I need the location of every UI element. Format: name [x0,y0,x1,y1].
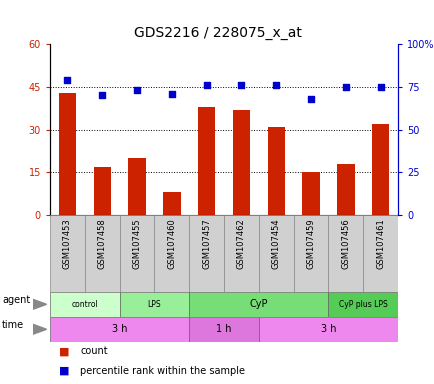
Bar [50,317,189,342]
Bar [154,215,189,292]
Bar [258,317,397,342]
Polygon shape [33,324,46,334]
Bar [258,215,293,292]
Point [203,82,210,88]
Text: LPS: LPS [147,300,161,309]
Bar [362,215,397,292]
Text: GSM107454: GSM107454 [271,218,280,269]
Bar [328,292,397,317]
Point [272,82,279,88]
Point [64,77,71,83]
Point [237,82,244,88]
Text: GSM107456: GSM107456 [341,218,349,269]
Bar [232,110,250,215]
Bar [293,215,328,292]
Bar [50,292,119,317]
Text: GSM107460: GSM107460 [167,218,176,269]
Point [342,84,349,90]
Bar [93,167,111,215]
Bar [189,292,328,317]
Text: GDS2216 / 228075_x_at: GDS2216 / 228075_x_at [133,26,301,40]
Text: percentile rank within the sample: percentile rank within the sample [80,366,245,376]
Text: time: time [2,320,24,331]
Bar [119,292,189,317]
Point [99,92,105,98]
Text: count: count [80,346,108,356]
Text: GSM107453: GSM107453 [63,218,72,269]
Text: GSM107459: GSM107459 [306,218,315,269]
Bar [267,127,284,215]
Point [307,96,314,102]
Bar [163,192,180,215]
Polygon shape [33,299,46,310]
Bar [336,164,354,215]
Text: 3 h: 3 h [320,324,335,334]
Point [133,87,140,93]
Point [168,91,175,97]
Bar [189,317,258,342]
Text: GSM107462: GSM107462 [237,218,245,269]
Bar [197,107,215,215]
Text: CyP plus LPS: CyP plus LPS [338,300,387,309]
Bar [85,215,119,292]
Point [376,84,383,90]
Text: GSM107457: GSM107457 [202,218,210,269]
Text: GSM107458: GSM107458 [98,218,106,269]
Text: 3 h: 3 h [112,324,127,334]
Bar [119,215,154,292]
Bar [371,124,388,215]
Bar [302,172,319,215]
Text: ■: ■ [59,366,69,376]
Text: GSM107455: GSM107455 [132,218,141,269]
Text: CyP: CyP [249,299,267,310]
Bar [128,158,145,215]
Bar [189,215,224,292]
Text: control: control [71,300,98,309]
Bar [50,215,85,292]
Text: 1 h: 1 h [216,324,231,334]
Text: GSM107461: GSM107461 [375,218,384,269]
Bar [59,93,76,215]
Bar [328,215,362,292]
Text: ■: ■ [59,346,69,356]
Text: agent: agent [2,295,30,306]
Bar [224,215,258,292]
